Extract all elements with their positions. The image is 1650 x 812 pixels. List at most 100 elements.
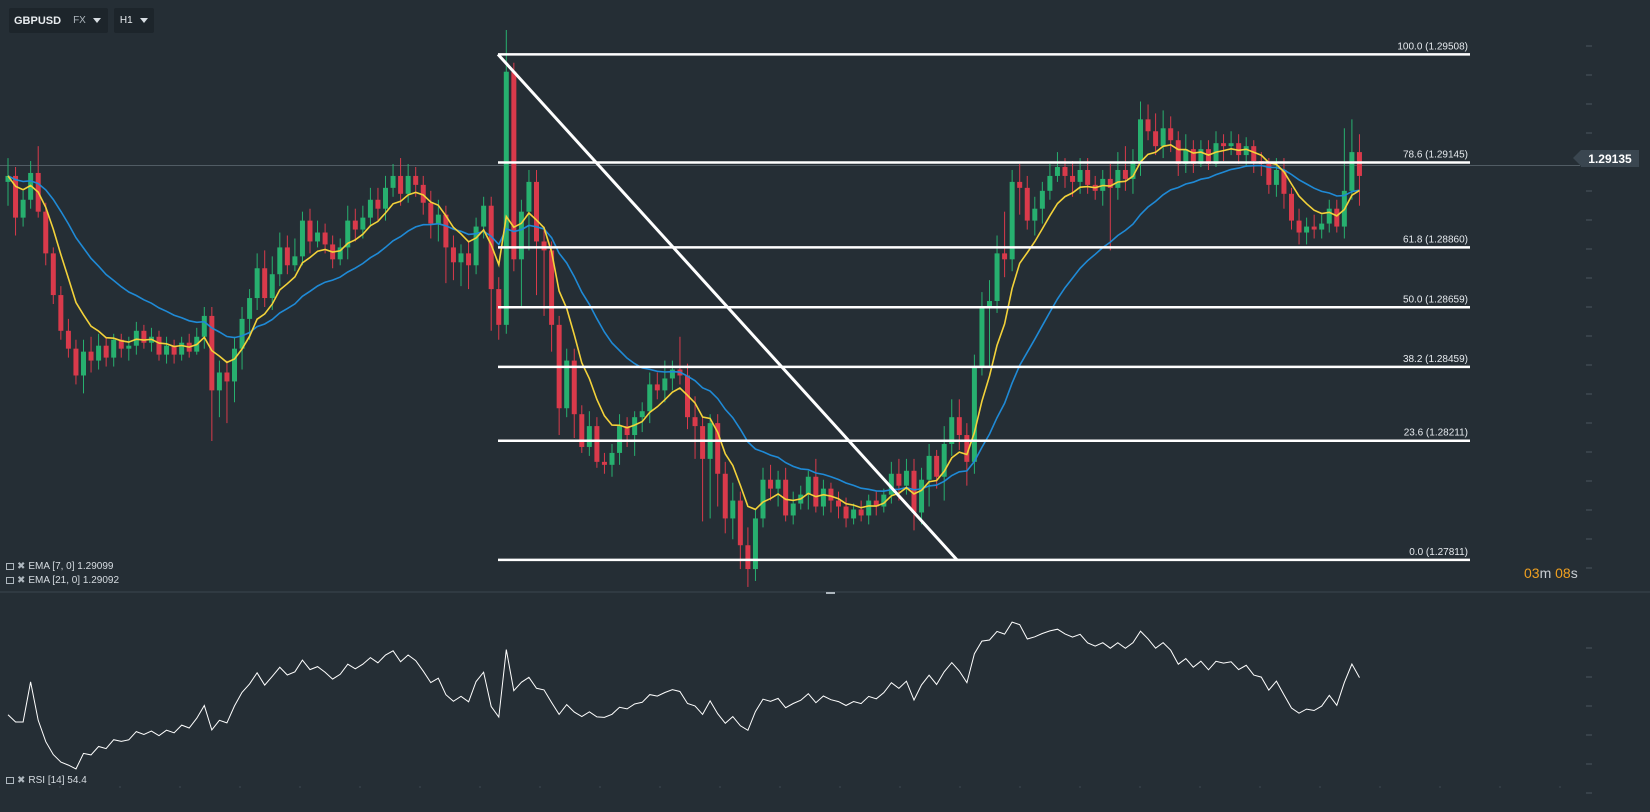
candle-body: [609, 452, 615, 465]
trend-line[interactable]: [496, 53, 959, 561]
candle-body: [654, 384, 660, 391]
countdown-seconds: 08: [1555, 565, 1571, 581]
candle-body: [1153, 131, 1159, 147]
candle-body: [1017, 181, 1023, 188]
candle-body: [232, 348, 237, 382]
pane-resize-handle[interactable]: [826, 592, 835, 594]
candle-body: [926, 455, 932, 480]
chart-toolbar: GBPUSD FX H1: [9, 8, 154, 33]
settings-icon[interactable]: [6, 777, 14, 784]
close-icon[interactable]: ✖: [17, 561, 26, 572]
candle-body: [1002, 253, 1008, 260]
candle-body: [466, 253, 472, 266]
candle-body: [88, 351, 94, 361]
candle-body: [284, 247, 290, 266]
candle-body: [262, 268, 268, 299]
candle-body: [896, 473, 902, 486]
close-icon[interactable]: ✖: [17, 775, 26, 786]
candle-body: [1054, 167, 1060, 176]
fib-level-label: 78.6 (1.29145): [1403, 150, 1468, 161]
candle-body: [20, 199, 26, 218]
symbol-selector[interactable]: GBPUSD FX: [9, 8, 108, 33]
candle-body: [503, 71, 509, 325]
candle-body: [337, 247, 343, 260]
candle-body: [277, 247, 283, 275]
candle-body: [1236, 143, 1242, 156]
candle-body: [934, 455, 940, 477]
chevron-down-icon: [139, 18, 148, 23]
candle-body: [836, 500, 841, 507]
candle-body: [1349, 152, 1355, 191]
rsi-grid-ticks: [59, 647, 1592, 794]
candle-body: [390, 175, 396, 188]
candle-body: [1122, 169, 1128, 179]
candle-body: [1326, 208, 1332, 224]
candle-body: [564, 360, 570, 409]
candle-body: [345, 220, 351, 248]
candle-body: [239, 318, 245, 349]
candle-body: [1289, 193, 1294, 221]
timeframe-selector[interactable]: H1: [113, 8, 154, 33]
candle-body: [1311, 226, 1317, 230]
candle-body: [843, 506, 849, 519]
candle-body: [405, 175, 411, 194]
candle-body: [1138, 119, 1143, 162]
candle-body: [1085, 169, 1091, 185]
candle-body: [549, 250, 555, 325]
legend-ema21: ✖ EMA [21, 0] 1.29092: [6, 575, 119, 586]
candle-body: [1024, 187, 1030, 221]
candle-body: [1190, 149, 1196, 165]
candle-body: [866, 500, 872, 516]
candle-body: [118, 339, 124, 349]
candle-body: [1175, 140, 1181, 165]
candle-body: [639, 411, 645, 418]
candle-body: [1334, 208, 1340, 227]
candle-body: [571, 360, 577, 415]
candle-body: [50, 253, 56, 296]
fib-level-label: 50.0 (1.28659): [1403, 294, 1468, 305]
ema7-line: [7, 143, 1360, 511]
ema21-line: [7, 164, 1360, 493]
candle-body: [518, 211, 524, 260]
candle-body: [632, 417, 638, 436]
fibonacci-retracement[interactable]: 100.0 (1.29508) 78.6 (1.29145) 61.8 (1.288…: [498, 41, 1470, 562]
settings-icon[interactable]: [6, 563, 14, 570]
settings-icon[interactable]: [6, 577, 14, 584]
candle-body: [669, 369, 675, 379]
candle-body: [1077, 169, 1083, 182]
candle-body: [760, 479, 766, 519]
candle-body: [790, 503, 796, 516]
candle-countdown: 03m 08s: [1524, 565, 1578, 581]
candle-body: [511, 71, 517, 260]
fib-level-label: 100.0 (1.29508): [1397, 41, 1468, 52]
candle-body: [851, 509, 857, 519]
candle-body: [383, 187, 388, 209]
candle-body: [964, 435, 970, 462]
candle-body: [103, 345, 109, 358]
candles-layer: [5, 30, 1362, 587]
candle-body: [813, 476, 819, 507]
candle-body: [352, 220, 358, 230]
candle-body: [179, 342, 185, 355]
candle-body: [903, 470, 909, 486]
current-price-tag: 1.29135: [1573, 150, 1639, 167]
candle-body: [949, 417, 955, 444]
candle-body: [269, 274, 275, 299]
candle-body: [881, 494, 887, 507]
candle-body: [216, 372, 222, 391]
candle-body: [987, 301, 992, 307]
candle-body: [1183, 149, 1189, 165]
candle-body: [1168, 128, 1174, 141]
rsi-legend-label: RSI [14] 54.4: [28, 775, 87, 786]
timeframe-label: H1: [119, 15, 133, 26]
candle-body: [1198, 149, 1204, 165]
candle-body: [994, 253, 1000, 302]
close-icon[interactable]: ✖: [17, 575, 26, 586]
candle-body: [73, 348, 79, 376]
candle-body: [1228, 143, 1234, 147]
legend-ema7: ✖ EMA [7, 0] 1.29099: [6, 561, 113, 572]
candle-body: [1130, 161, 1136, 179]
candle-body: [292, 256, 298, 266]
candle-body: [1009, 181, 1015, 260]
